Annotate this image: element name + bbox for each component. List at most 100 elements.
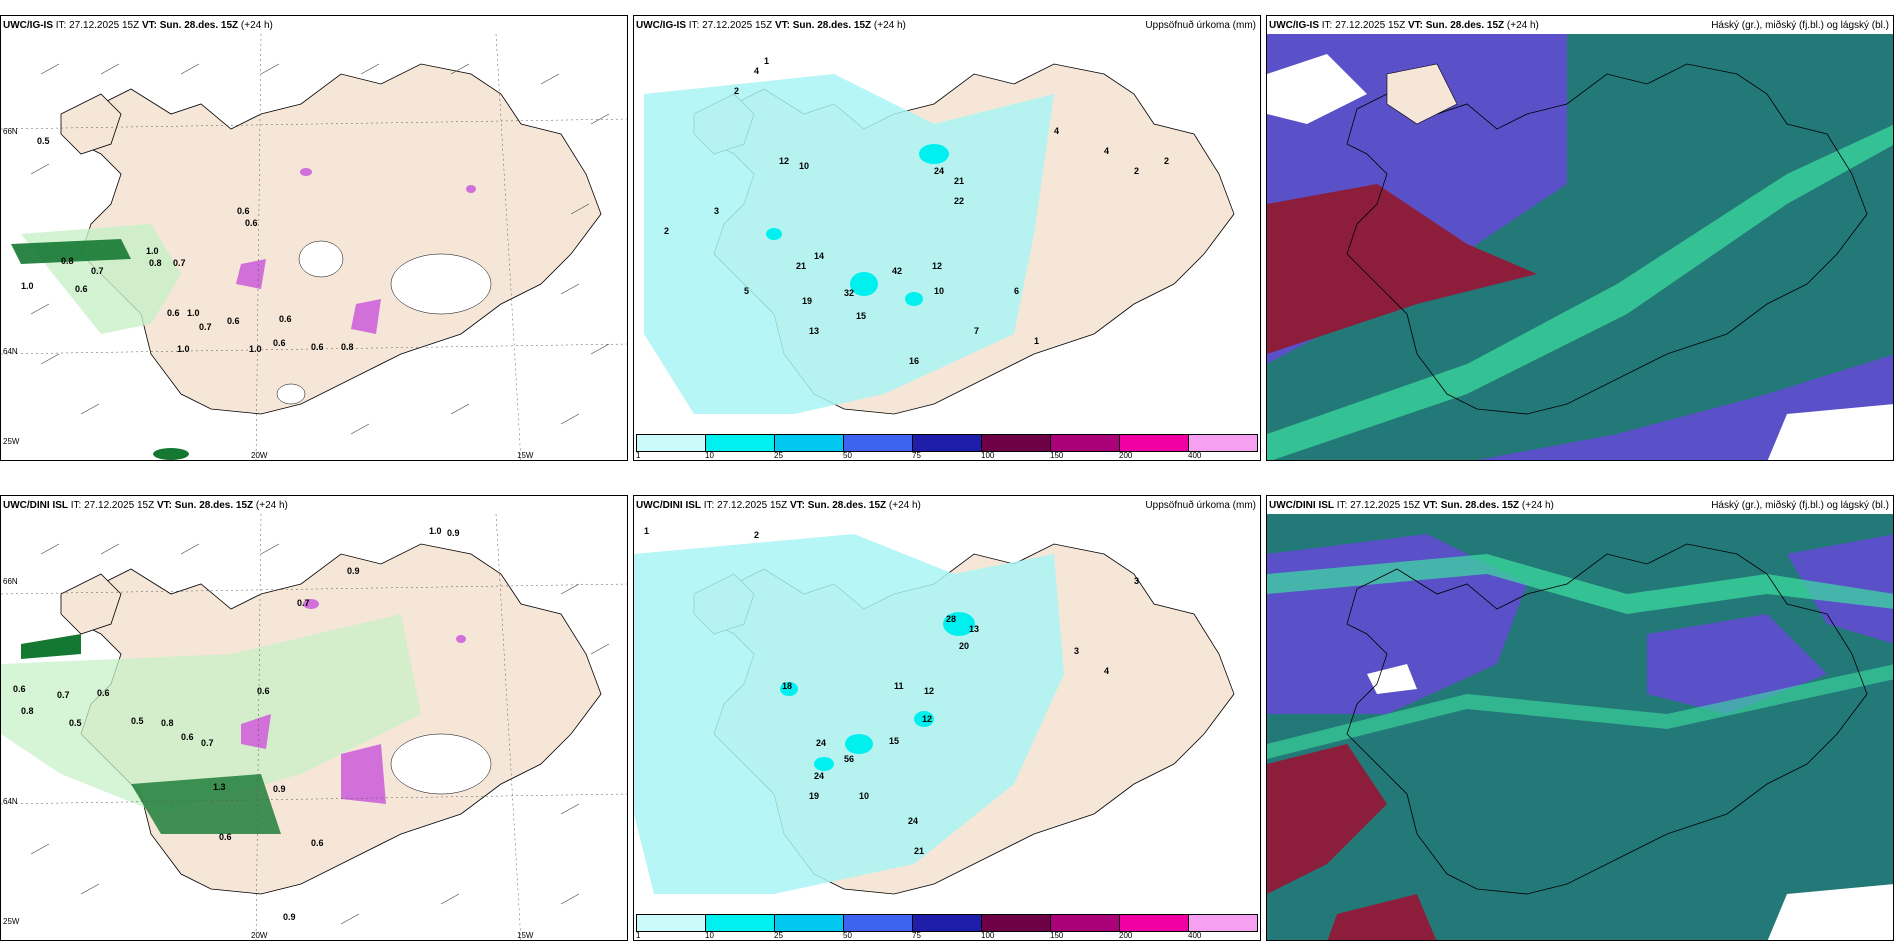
glacier-langjokull bbox=[298, 240, 344, 278]
snow-magenta-2 bbox=[351, 299, 381, 334]
lead-time: (+24 h) bbox=[1506, 20, 1539, 31]
lead-time: (+24 h) bbox=[873, 20, 906, 31]
value-label: 0.6 bbox=[245, 218, 258, 228]
precip-green-dark bbox=[11, 239, 131, 264]
vt-label: VT: bbox=[1422, 500, 1438, 511]
precip-green-dark bbox=[131, 774, 281, 834]
colorbar-swatch bbox=[1120, 915, 1189, 931]
value-label: 1 bbox=[644, 526, 649, 536]
value-label: 12 bbox=[924, 686, 934, 696]
it-label: IT: bbox=[55, 20, 67, 31]
precip-cyan-strong-1 bbox=[943, 612, 975, 636]
panel-header: UWC/DINI ISL IT: 27.12.2025 15Z VT: Sun.… bbox=[3, 498, 625, 514]
value-label: 1.0 bbox=[249, 344, 262, 354]
vt-value: Sun. 28.des. 15Z bbox=[1425, 20, 1505, 31]
value-label: 0.6 bbox=[311, 838, 324, 848]
snow-magenta-4 bbox=[466, 185, 476, 193]
colorbar-label: 10 bbox=[705, 451, 714, 460]
precip-cyan-area bbox=[644, 74, 1054, 414]
panel-header: UWC/IG-IS IT: 27.12.2025 15Z VT: Sun. 28… bbox=[636, 18, 1258, 34]
colorbar-label: 75 bbox=[912, 931, 921, 940]
value-label: 13 bbox=[809, 326, 819, 336]
lat-label-64n: 64N bbox=[3, 347, 18, 356]
colorbar-label: 1 bbox=[636, 451, 641, 460]
value-label: 0.7 bbox=[199, 322, 212, 332]
value-label: 12 bbox=[779, 156, 789, 166]
precip-cyan-strong-4 bbox=[905, 292, 923, 306]
precip-values: 1.0 0.9 0.9 0.7 0.6 0.7 0.6 0.8 0.5 0.5 … bbox=[13, 526, 460, 922]
vt-value: Sun. 28.des. 15Z bbox=[792, 20, 872, 31]
colorbar-swatch bbox=[982, 915, 1051, 931]
colorbar-swatch bbox=[775, 435, 844, 451]
precip-map[interactable]: 1 2 4 12 10 24 21 22 4 4 2 2 21 14 42 12… bbox=[634, 34, 1260, 434]
cloud-green-band-2 bbox=[1267, 664, 1893, 759]
vt-label: VT: bbox=[156, 500, 172, 511]
value-label: 0.8 bbox=[149, 258, 162, 268]
value-label: 12 bbox=[922, 714, 932, 724]
precip-values: 1 2 4 12 10 24 21 22 4 4 2 2 21 14 42 12… bbox=[664, 56, 1169, 366]
value-label: 2 bbox=[1134, 166, 1139, 176]
colorbar-label: 100 bbox=[981, 451, 995, 460]
wind-map-svg: 1.0 0.9 0.9 0.7 0.6 0.7 0.6 0.8 0.5 0.5 … bbox=[1, 514, 627, 940]
colorbar-swatch bbox=[982, 435, 1051, 451]
lon-label-15w: 15W bbox=[517, 451, 534, 460]
lead-time: (+24 h) bbox=[888, 500, 921, 511]
value-label: 0.6 bbox=[311, 342, 324, 352]
value-label: 5 bbox=[744, 286, 749, 296]
value-label: 3 bbox=[1074, 646, 1079, 656]
value-label: 2 bbox=[754, 530, 759, 540]
value-label: 0.6 bbox=[75, 284, 88, 294]
value-label: 20 bbox=[959, 641, 969, 651]
value-label: 0.5 bbox=[69, 718, 82, 728]
colorbar-swatch bbox=[844, 915, 913, 931]
value-label: 0.8 bbox=[341, 342, 354, 352]
westfjords bbox=[60, 573, 122, 635]
precip-green-light bbox=[1, 614, 421, 814]
value-label: 0.6 bbox=[273, 338, 286, 348]
lat-label-66n: 66N bbox=[3, 127, 18, 136]
value-label: 10 bbox=[859, 791, 869, 801]
colorbar-label: 50 bbox=[843, 931, 852, 940]
wind-map-svg: 0.5 0.6 0.6 0.8 0.7 1.0 1.0 0.8 0.7 0.6 … bbox=[1, 34, 627, 460]
value-label: 21 bbox=[796, 261, 806, 271]
precip-cyan-strong-5 bbox=[914, 711, 934, 727]
wind-map[interactable]: 0.5 0.6 0.6 0.8 0.7 1.0 1.0 0.8 0.7 0.6 … bbox=[1, 34, 627, 460]
value-label: 24 bbox=[934, 166, 944, 176]
value-label: 0.9 bbox=[283, 912, 296, 922]
value-label: 0.6 bbox=[181, 732, 194, 742]
iceland-outline bbox=[1346, 543, 1868, 895]
lead-time: (+24 h) bbox=[255, 500, 288, 511]
cloud-map[interactable] bbox=[1267, 34, 1893, 460]
colorbar-swatch bbox=[1189, 915, 1257, 931]
value-label: 1.0 bbox=[187, 308, 200, 318]
lead-time: (+24 h) bbox=[1521, 500, 1554, 511]
colorbar-label: 200 bbox=[1119, 451, 1133, 460]
precip-map[interactable]: 1 2 3 28 13 20 18 11 12 15 24 56 24 19 1… bbox=[634, 514, 1260, 914]
lat-label-64n: 64N bbox=[3, 797, 18, 806]
value-label: 10 bbox=[799, 161, 809, 171]
vt-label: VT: bbox=[789, 500, 805, 511]
value-label: 6 bbox=[1014, 286, 1019, 296]
cloud-red-area bbox=[1267, 744, 1387, 894]
value-label: 0.7 bbox=[173, 258, 186, 268]
value-label: 1.0 bbox=[429, 526, 442, 536]
cloud-map[interactable] bbox=[1267, 514, 1893, 940]
colorbar-labels: 1 10 25 50 75 100 150 200 400 bbox=[636, 931, 1258, 940]
colorbar-label: 1 bbox=[636, 931, 641, 940]
value-label: 0.6 bbox=[257, 686, 270, 696]
panel-bottom-mid-precip: UWC/DINI ISL IT: 27.12.2025 15Z VT: Sun.… bbox=[633, 495, 1261, 941]
value-label: 0.9 bbox=[273, 784, 286, 794]
value-label: 19 bbox=[809, 791, 819, 801]
panel-title: Háský (gr.), miðský (fj.bl.) og lágský (… bbox=[1711, 20, 1889, 31]
model-name: UWC/DINI ISL bbox=[1269, 500, 1334, 511]
value-label: 42 bbox=[892, 266, 902, 276]
model-name: UWC/DINI ISL bbox=[636, 500, 701, 511]
value-label: 4 bbox=[754, 66, 759, 76]
glacier-hofsjokull bbox=[276, 383, 306, 405]
panel-title: Uppsöfnuð úrkoma (mm) bbox=[1145, 500, 1256, 511]
it-value: 27.12.2025 15Z bbox=[69, 20, 140, 31]
value-label: 1.0 bbox=[21, 281, 34, 291]
wind-map[interactable]: 1.0 0.9 0.9 0.7 0.6 0.7 0.6 0.8 0.5 0.5 … bbox=[1, 514, 627, 940]
panel-top-mid-precip: UWC/IG-IS IT: 27.12.2025 15Z VT: Sun. 28… bbox=[633, 15, 1261, 461]
colorbar-label: 150 bbox=[1050, 451, 1064, 460]
